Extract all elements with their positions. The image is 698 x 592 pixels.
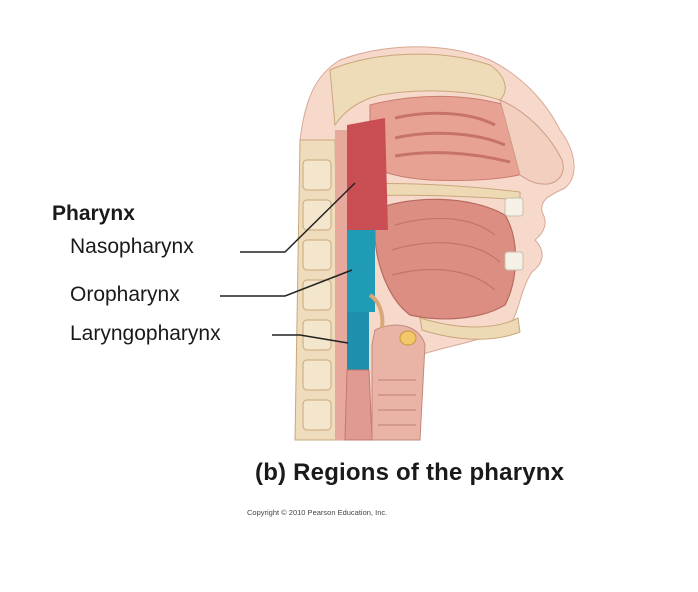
- nasopharynx-label: Nasopharynx: [70, 235, 194, 258]
- laryngopharynx-region: [347, 312, 369, 370]
- larynx: [371, 324, 426, 441]
- oropharynx-label: Oropharynx: [70, 283, 180, 306]
- laryngopharynx-label: Laryngopharynx: [70, 322, 221, 345]
- mandible: [419, 317, 521, 340]
- pharyngeal-wall: [335, 130, 347, 440]
- tracheal-rings: [378, 379, 416, 426]
- pharynx-heading: Pharynx: [52, 202, 135, 225]
- vertebrae: [302, 159, 332, 431]
- lower-teeth: [504, 251, 524, 271]
- nasal-conchae: [394, 111, 511, 164]
- tongue: [374, 198, 517, 320]
- esophagus: [344, 369, 373, 441]
- copyright-notice: Copyright © 2010 Pearson Education, Inc.: [247, 508, 388, 517]
- epiglottis: [368, 293, 385, 329]
- oropharynx-region: [347, 230, 375, 312]
- figure-caption: (b) Regions of the pharynx: [255, 459, 565, 486]
- nasopharynx-region: [347, 118, 388, 230]
- tongue-fibers: [391, 217, 501, 291]
- upper-teeth: [504, 197, 524, 217]
- leader-lines: [220, 182, 356, 344]
- nose: [499, 99, 564, 185]
- hyoid-bone: [399, 330, 417, 346]
